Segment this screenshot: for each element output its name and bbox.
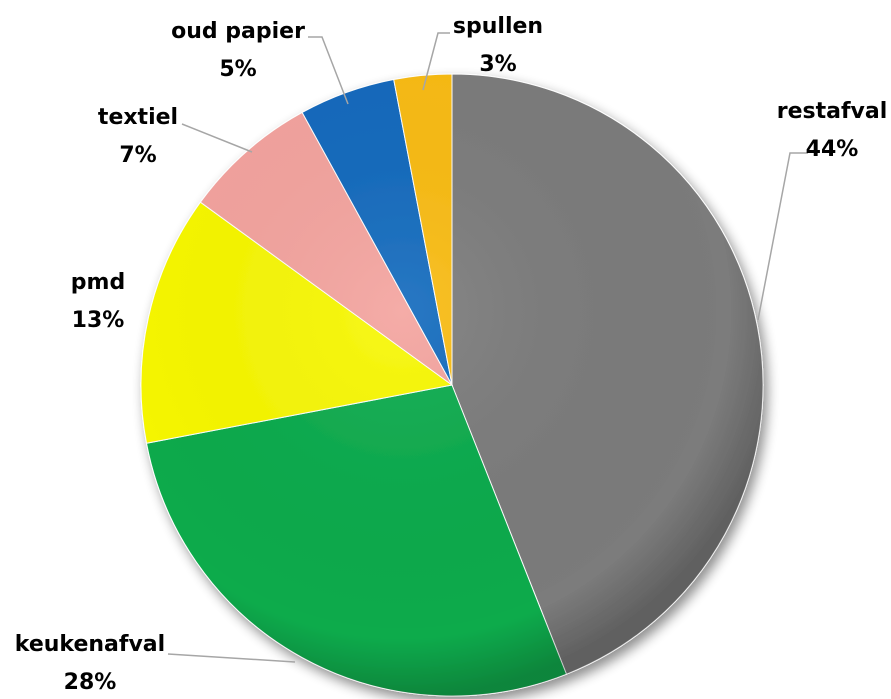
slice-percent-textiel: 7% [119, 143, 156, 168]
slice-label-oud-papier: oud papier [171, 19, 305, 44]
slice-label-restafval: restafval [777, 99, 888, 124]
slice-percent-restafval: 44% [806, 137, 859, 162]
slice-percent-pmd: 13% [72, 308, 125, 333]
slice-label-spullen: spullen [453, 14, 543, 39]
slice-percent-keukenafval: 28% [64, 670, 117, 695]
leader-line-oud-papier [308, 36, 349, 105]
leader-line-textiel [181, 123, 253, 153]
leader-line-spullen [422, 32, 450, 91]
leader-lines [167, 32, 808, 663]
leader-line-keukenafval [167, 653, 296, 663]
pie-group [140, 73, 764, 697]
slice-label-keukenafval: keukenafval [15, 632, 165, 657]
slice-labels: restafval 44% keukenafval 28% pmd 13% textiel 7… [15, 14, 887, 695]
slice-label-textiel: textiel [98, 105, 178, 130]
slice-percent-spullen: 3% [479, 52, 516, 77]
leader-line-restafval [757, 152, 808, 321]
slice-percent-oud-papier: 5% [219, 57, 256, 82]
slice-label-pmd: pmd [71, 270, 125, 295]
